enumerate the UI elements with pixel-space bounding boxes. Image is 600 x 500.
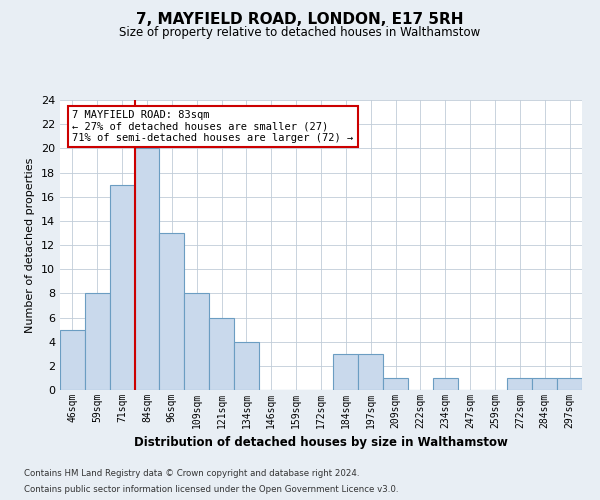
Bar <box>160 233 184 390</box>
Text: 7, MAYFIELD ROAD, LONDON, E17 5RH: 7, MAYFIELD ROAD, LONDON, E17 5RH <box>136 12 464 28</box>
Bar <box>358 354 383 390</box>
Bar <box>508 378 532 390</box>
X-axis label: Distribution of detached houses by size in Walthamstow: Distribution of detached houses by size … <box>134 436 508 450</box>
Bar <box>234 342 259 390</box>
Bar <box>334 354 358 390</box>
Bar <box>184 294 209 390</box>
Bar <box>383 378 408 390</box>
Bar <box>85 294 110 390</box>
Bar <box>134 148 160 390</box>
Text: Contains public sector information licensed under the Open Government Licence v3: Contains public sector information licen… <box>24 485 398 494</box>
Text: Size of property relative to detached houses in Walthamstow: Size of property relative to detached ho… <box>119 26 481 39</box>
Bar <box>433 378 458 390</box>
Bar <box>60 330 85 390</box>
Text: 7 MAYFIELD ROAD: 83sqm
← 27% of detached houses are smaller (27)
71% of semi-det: 7 MAYFIELD ROAD: 83sqm ← 27% of detached… <box>73 110 353 143</box>
Bar <box>532 378 557 390</box>
Bar <box>110 184 134 390</box>
Text: Contains HM Land Registry data © Crown copyright and database right 2024.: Contains HM Land Registry data © Crown c… <box>24 468 359 477</box>
Bar <box>557 378 582 390</box>
Bar <box>209 318 234 390</box>
Y-axis label: Number of detached properties: Number of detached properties <box>25 158 35 332</box>
